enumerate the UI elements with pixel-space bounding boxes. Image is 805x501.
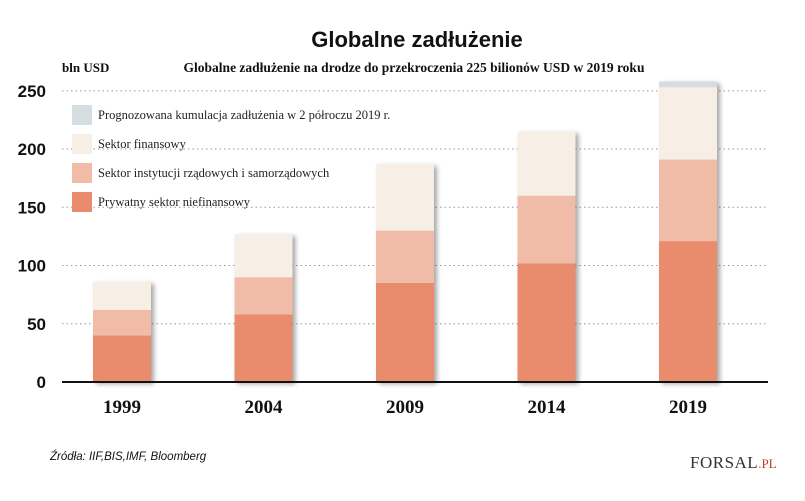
bar-segment (376, 230, 434, 283)
legend-swatch (72, 192, 92, 212)
x-tick-label: 2004 (245, 397, 284, 418)
source-note: Źródła: IIF,BIS,IMF, Bloomberg (49, 450, 207, 463)
x-axis-ticks: 1999 2004 2009 2014 2019 (103, 397, 707, 418)
logo-suffix: .PL (758, 456, 776, 471)
gridlines (62, 90, 768, 325)
legend-label: Sektor finansowy (98, 137, 187, 151)
legend-label: Sektor instytucji rządowych i samorządow… (98, 166, 330, 180)
bar-segment (234, 277, 293, 315)
x-tick-label: 2009 (386, 397, 424, 418)
legend-label: Prognozowana kumulacja zadłużenia w 2 pó… (98, 108, 390, 122)
bar-stack (93, 281, 151, 382)
bar-segment (376, 164, 434, 231)
y-tick-label: 0 (37, 373, 46, 392)
bar-segment (234, 314, 293, 382)
legend-swatch (72, 105, 92, 125)
legend-swatch (72, 134, 92, 154)
chart-subtitle: Globalne zadłużenie na drodze do przekro… (184, 60, 645, 75)
bar-segment (517, 195, 576, 264)
bar-segment (517, 131, 576, 196)
x-tick-label: 1999 (103, 397, 141, 418)
bar-segment (93, 309, 151, 336)
bar-segment (234, 234, 293, 278)
bar-stack (517, 131, 576, 382)
bar-segment (93, 281, 151, 310)
y-tick-label: 250 (18, 82, 46, 101)
forsal-logo: FORSAL.PL (690, 453, 777, 472)
legend-label: Prywatny sektor niefinansowy (98, 195, 251, 209)
y-tick-label: 50 (27, 315, 46, 334)
y-unit-label: bln USD (62, 60, 109, 75)
y-tick-label: 200 (18, 140, 46, 159)
bar-segment (659, 241, 717, 382)
svg-text:FORSAL.PL: FORSAL.PL (690, 453, 777, 472)
legend: Prognozowana kumulacja zadłużenia w 2 pó… (72, 105, 390, 212)
bars (93, 81, 717, 382)
y-axis-ticks: 0 50 100 150 200 250 (18, 82, 46, 392)
logo-text: FORSAL (690, 453, 758, 472)
bar-stack (234, 234, 293, 382)
x-tick-label: 2014 (528, 397, 567, 418)
bar-stack (659, 81, 717, 382)
chart-title: Globalne zadłużenie (311, 27, 522, 52)
bar-segment (659, 159, 717, 242)
legend-swatch (72, 163, 92, 183)
bar-segment (659, 87, 717, 160)
bar-segment (93, 335, 151, 382)
bar-segment (659, 81, 717, 88)
bar-stack (376, 164, 434, 382)
bar-segment (517, 263, 576, 382)
y-tick-label: 150 (18, 198, 46, 217)
x-tick-label: 2019 (669, 397, 707, 418)
bar-segment (376, 283, 434, 382)
y-tick-label: 100 (18, 257, 46, 276)
